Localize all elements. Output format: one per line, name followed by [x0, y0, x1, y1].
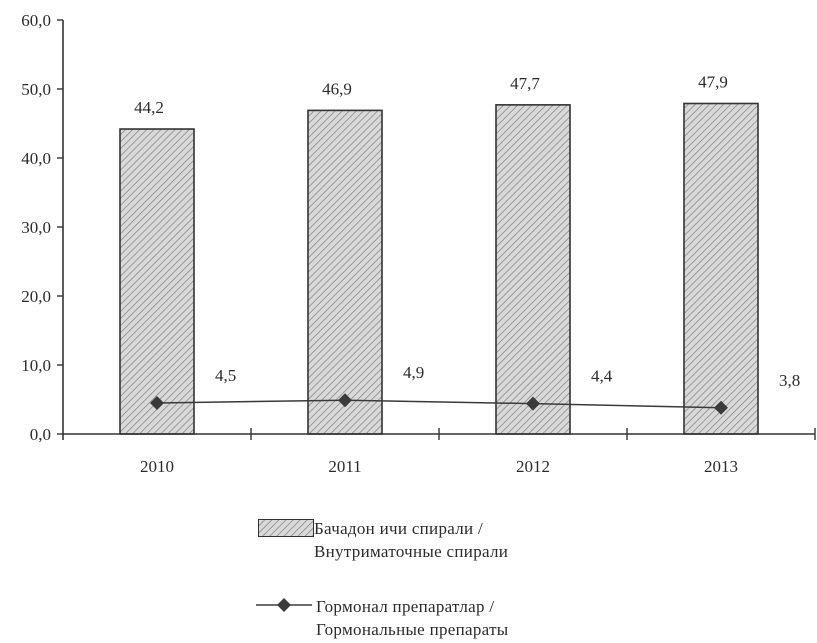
legend-label-bar: Бачадон ичи спирали / Внутриматочные спи… — [314, 517, 508, 563]
y-tick-label: 10,0 — [21, 356, 51, 375]
legend-label-line-line1: Гормонал препаратлар / — [316, 597, 495, 616]
bar-2013 — [683, 102, 759, 435]
y-tick-label: 20,0 — [21, 287, 51, 306]
line-marker-2012 — [526, 396, 540, 411]
x-tick-label-2013: 2013 — [704, 457, 738, 476]
bar-2012 — [495, 104, 571, 435]
line-marker-2013 — [714, 400, 728, 415]
y-tick-label: 40,0 — [21, 149, 51, 168]
y-tick-label: 50,0 — [21, 80, 51, 99]
legend-label-bar-line1: Бачадон ичи спирали / — [314, 519, 484, 538]
legend-diamond-swatch — [256, 598, 312, 612]
legend-label-line: Гормонал препаратлар / Гормональные преп… — [316, 595, 509, 641]
line-value-label-2010: 4,5 — [215, 366, 236, 385]
line-value-label-2012: 4,4 — [591, 367, 613, 386]
line-layer — [150, 393, 728, 415]
bar-2010 — [119, 128, 195, 435]
axes-layer: 0,0 10,0 20,0 30,0 40,0 50,0 60,0 2010 2011 2012 2… — [21, 11, 816, 476]
bar-2011 — [307, 109, 383, 435]
legend-hatch-swatch — [258, 519, 314, 537]
bar-value-label-2010: 44,2 — [134, 98, 164, 117]
legend-label-bar-line2: Внутриматочные спирали — [314, 542, 509, 561]
legend-swatch-line — [256, 597, 314, 613]
x-tick-label-2011: 2011 — [328, 457, 361, 476]
legend-swatch-bar — [258, 519, 314, 537]
bar-value-label-2013: 47,9 — [698, 72, 728, 91]
line-marker-2010 — [150, 395, 164, 410]
line-value-label-2013: 3,8 — [779, 371, 800, 390]
bar-value-label-2011: 46,9 — [322, 79, 352, 98]
line-value-label-2011: 4,9 — [403, 363, 424, 382]
y-tick-label: 0,0 — [30, 425, 51, 444]
bar-value-label-2012: 47,7 — [510, 74, 540, 93]
y-tick-label: 60,0 — [21, 11, 51, 30]
line-marker-2011 — [338, 393, 352, 408]
labels-layer: 44,2 46,9 47,7 47,9 4,5 4,9 4,4 3,8 — [134, 72, 800, 389]
line-hormonal — [156, 399, 722, 409]
legend-label-line-line2: Гормональные препараты — [316, 620, 509, 639]
bars-layer — [119, 102, 759, 435]
x-tick-label-2012: 2012 — [516, 457, 550, 476]
x-tick-label-2010: 2010 — [140, 457, 174, 476]
y-tick-label: 30,0 — [21, 218, 51, 237]
